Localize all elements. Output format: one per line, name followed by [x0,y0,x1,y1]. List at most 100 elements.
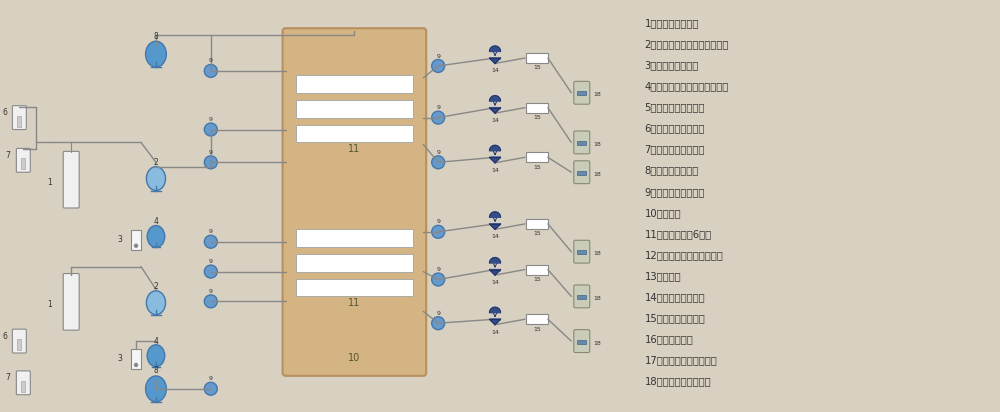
Text: 3: 3 [118,354,122,363]
Text: 6：トラップ溶出溶媒: 6：トラップ溶出溶媒 [645,124,705,133]
Circle shape [432,59,445,73]
Text: 14: 14 [491,280,499,285]
Text: 5：プレヒートコイル: 5：プレヒートコイル [645,103,705,112]
Text: 9: 9 [436,311,440,316]
Bar [577,141,586,145]
Text: 9：流路切換えバルブ: 9：流路切換えバルブ [645,187,705,197]
Bar [577,295,586,299]
Text: 16：３方バルブ: 16：３方バルブ [645,334,693,344]
Circle shape [204,382,217,395]
Polygon shape [490,157,500,163]
Text: 18: 18 [594,142,601,147]
Polygon shape [490,96,500,101]
Bar [577,171,586,175]
FancyBboxPatch shape [12,106,26,129]
Text: 11：抽出容器（6本）: 11：抽出容器（6本） [645,229,712,239]
Text: 10：恒温槽: 10：恒温槽 [645,208,681,218]
Text: 1: 1 [47,178,52,187]
FancyBboxPatch shape [574,330,590,353]
Bar [296,75,413,93]
FancyBboxPatch shape [574,161,590,184]
Text: 15: 15 [533,115,541,120]
Bar [296,100,413,117]
Polygon shape [490,224,500,229]
Text: 14: 14 [491,68,499,73]
Text: 3：モディファイア: 3：モディファイア [645,60,699,70]
Circle shape [432,111,445,124]
Text: 18: 18 [594,172,601,177]
Text: 4：モディファイア送液ポンプ: 4：モディファイア送液ポンプ [645,82,729,91]
Bar [17,116,21,126]
Text: 11: 11 [348,298,361,308]
Bar [296,124,413,143]
Text: 9: 9 [436,105,440,110]
Text: 18：試料捕集用試験管: 18：試料捕集用試験管 [645,376,711,386]
Text: 11: 11 [348,144,361,154]
Circle shape [204,295,217,308]
Text: 2: 2 [154,158,158,167]
Bar [526,314,548,324]
Bar [21,381,25,392]
Text: 9: 9 [209,259,213,264]
Bar [296,254,413,272]
Text: 7: 7 [5,373,10,382]
Bar [526,219,548,229]
Text: 9: 9 [209,150,213,155]
Text: 13：減圧弁: 13：減圧弁 [645,271,681,281]
Text: 18: 18 [594,251,601,256]
Text: 9: 9 [436,54,440,59]
Text: 12：６ベッセルチェンジャ: 12：６ベッセルチェンジャ [645,250,723,260]
Circle shape [432,156,445,169]
Text: 1：炭酸ガスボンベ: 1：炭酸ガスボンベ [645,18,699,28]
Polygon shape [490,58,500,63]
Bar [296,279,413,296]
Ellipse shape [147,345,165,367]
Bar [21,158,25,169]
Circle shape [204,265,217,278]
Text: 7：トラップ洗浄溶媒: 7：トラップ洗浄溶媒 [645,145,705,154]
Bar [131,349,141,369]
Polygon shape [490,212,500,217]
Text: 14: 14 [491,168,499,173]
Text: 9: 9 [436,150,440,155]
Text: 9: 9 [436,220,440,225]
Text: 18: 18 [594,341,601,346]
Circle shape [204,156,217,169]
Text: 8：溶媒送液ポンプ: 8：溶媒送液ポンプ [645,166,699,176]
Text: 15: 15 [533,277,541,282]
Circle shape [204,235,217,248]
Ellipse shape [146,41,166,67]
Circle shape [135,363,138,366]
Text: 15: 15 [533,231,541,236]
Text: 9: 9 [209,289,213,294]
Polygon shape [490,269,500,275]
Polygon shape [490,46,500,52]
Text: 4: 4 [154,218,158,226]
Text: 7: 7 [5,151,10,160]
Text: 8: 8 [154,32,158,41]
Bar [131,230,141,250]
FancyBboxPatch shape [283,28,426,376]
Bar [526,103,548,112]
Text: 18: 18 [594,92,601,97]
Text: 15：トラップカラム: 15：トラップカラム [645,313,705,323]
Text: 3: 3 [118,235,122,244]
Bar [296,229,413,247]
Bar [17,339,21,350]
Circle shape [432,317,445,330]
Text: 6: 6 [3,332,8,341]
Text: 10: 10 [348,353,361,363]
Text: 9: 9 [209,59,213,63]
Text: 9: 9 [209,229,213,234]
Text: 9: 9 [436,267,440,272]
Polygon shape [490,108,500,113]
Bar [577,91,586,95]
Text: 6: 6 [3,108,8,117]
Text: 4: 4 [154,337,158,346]
Polygon shape [490,319,500,325]
Text: 14: 14 [491,118,499,123]
Text: 18: 18 [594,296,601,301]
Polygon shape [490,145,500,151]
Text: 14：自動圧力調整弁: 14：自動圧力調整弁 [645,292,705,302]
Text: 2：液化二酸化炭素送液ポンプ: 2：液化二酸化炭素送液ポンプ [645,39,729,49]
